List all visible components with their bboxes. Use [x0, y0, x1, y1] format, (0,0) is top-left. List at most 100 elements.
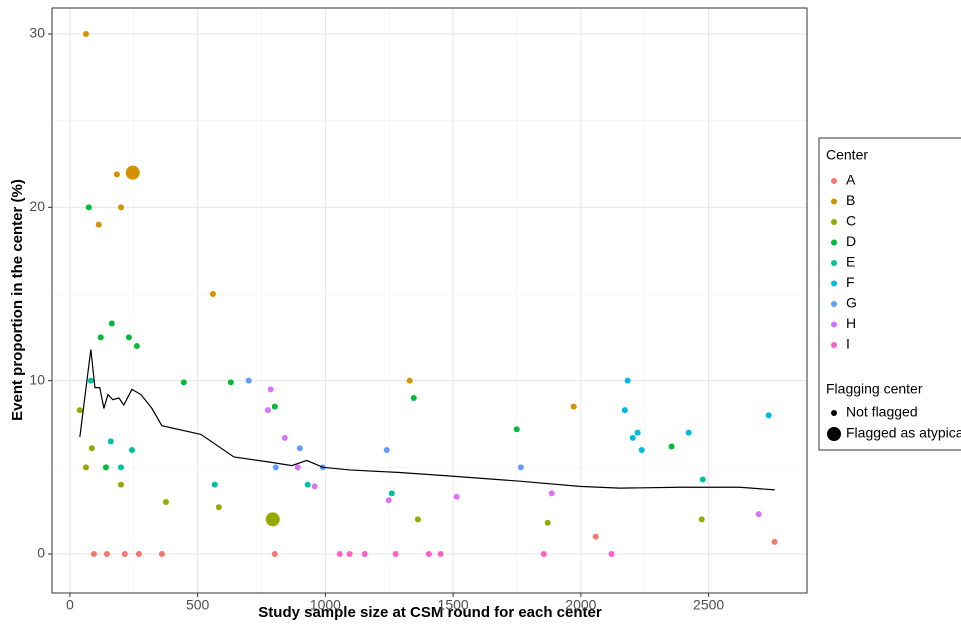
point: [383, 447, 390, 453]
point: [336, 551, 343, 557]
point: [102, 464, 109, 471]
point: [264, 407, 271, 414]
legend-box: [818, 137, 961, 451]
legend-swatch: [831, 260, 837, 266]
x-tick-label: 1000: [310, 597, 341, 613]
x-axis-title: Study sample size at CSM round for each …: [258, 604, 602, 621]
size-legend-label: Not flagged: [846, 404, 918, 420]
y-axis-title: Event proportion in the center (%): [9, 179, 26, 421]
y-tick-label: 20: [29, 198, 45, 214]
point: [624, 377, 631, 384]
point: [117, 204, 124, 211]
point: [76, 407, 83, 414]
point: [85, 204, 92, 211]
legend-swatch: [831, 239, 837, 246]
point: [621, 407, 628, 414]
flagged-point: [265, 512, 280, 527]
legend-swatch: [831, 219, 837, 225]
point: [281, 434, 288, 441]
point: [87, 377, 94, 384]
legend-swatch: [831, 342, 837, 348]
point: [608, 551, 615, 557]
flagged-point: [125, 165, 140, 180]
point: [108, 320, 115, 327]
point: [180, 379, 187, 386]
point: [133, 343, 140, 349]
point: [117, 481, 124, 488]
point: [209, 291, 216, 297]
legend-label: F: [846, 274, 855, 290]
size-legend-swatch: [831, 410, 837, 416]
point: [271, 551, 278, 557]
point: [771, 538, 778, 545]
point: [82, 31, 89, 37]
point: [513, 426, 520, 433]
y-tick-label: 10: [29, 371, 45, 387]
legend-label: B: [846, 192, 855, 208]
point: [296, 445, 303, 452]
point: [107, 438, 114, 445]
point: [117, 464, 124, 471]
legend-swatch: [831, 280, 837, 287]
point: [668, 443, 675, 450]
point: [294, 464, 301, 471]
point: [638, 447, 645, 453]
legend-label: H: [846, 315, 856, 331]
x-tick-label: 500: [186, 597, 210, 613]
legend-label: A: [846, 172, 856, 188]
point: [82, 464, 89, 471]
x-tick-label: 0: [66, 597, 74, 613]
legend-swatch: [831, 321, 837, 328]
point: [121, 551, 128, 557]
point: [699, 476, 706, 483]
point: [425, 551, 432, 557]
point: [540, 551, 547, 557]
point: [227, 379, 234, 386]
point: [90, 551, 97, 557]
point: [162, 499, 169, 505]
trend-line: [79, 349, 775, 491]
point: [685, 429, 692, 436]
point: [406, 377, 413, 384]
point: [135, 551, 142, 557]
x-tick-label: 2500: [693, 597, 724, 613]
point: [272, 464, 279, 471]
point: [88, 445, 95, 452]
point: [304, 481, 311, 488]
x-tick-label: 2000: [565, 597, 596, 613]
point: [125, 334, 132, 341]
point: [245, 377, 252, 384]
legend-swatch: [831, 198, 837, 205]
size-legend-title: Flagging center: [826, 381, 923, 397]
point: [95, 221, 102, 228]
point: [570, 403, 577, 410]
point: [311, 483, 318, 490]
point: [388, 490, 395, 497]
legend-label: G: [846, 295, 857, 311]
legend-label: I: [846, 336, 850, 352]
point: [453, 493, 460, 500]
point: [97, 334, 104, 341]
legend-swatch: [831, 301, 837, 307]
point: [634, 429, 641, 436]
point: [113, 171, 120, 178]
point: [103, 551, 110, 557]
point: [414, 516, 421, 523]
point: [271, 403, 278, 410]
point: [437, 551, 444, 557]
legend-label: E: [846, 254, 855, 270]
point: [698, 516, 705, 523]
point: [158, 551, 165, 557]
point: [128, 447, 135, 453]
legend-swatch: [831, 178, 837, 184]
point: [629, 434, 636, 441]
point: [346, 551, 353, 557]
point: [544, 519, 551, 526]
legend-title: Center: [826, 147, 868, 163]
point: [765, 412, 772, 419]
x-tick-label: 1500: [438, 597, 469, 613]
point: [215, 504, 222, 511]
point: [410, 395, 417, 401]
